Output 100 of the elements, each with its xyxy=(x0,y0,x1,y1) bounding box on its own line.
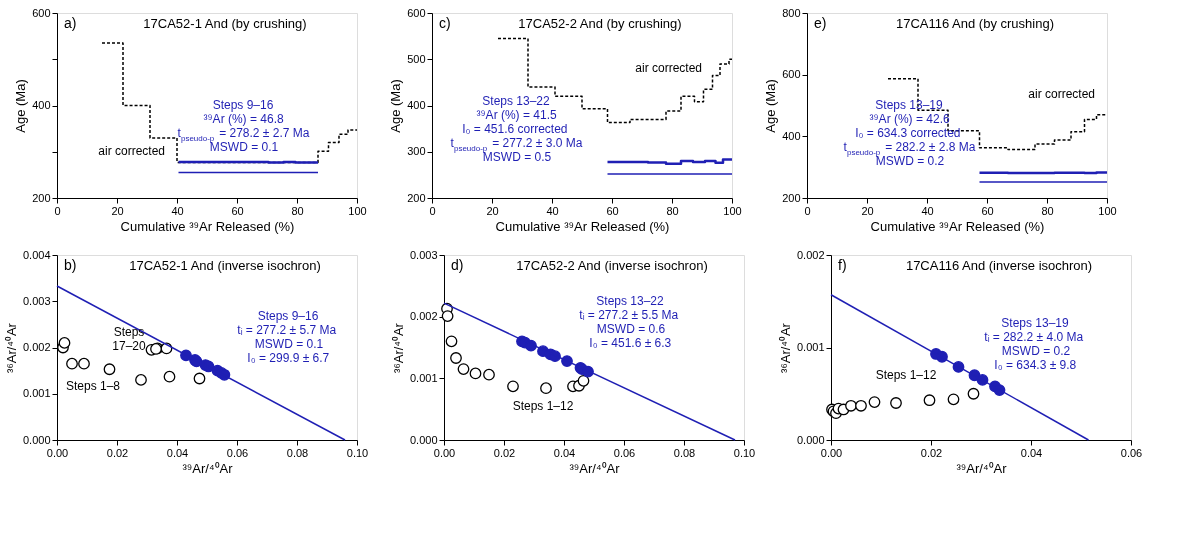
point xyxy=(507,380,519,393)
x-tick-label: 100 xyxy=(1098,204,1117,217)
x-tick-label: 0.10 xyxy=(733,446,756,459)
y-axis-title: ³⁶Ar/⁴⁰Ar xyxy=(390,322,406,373)
x-axis-title: Cumulative ³⁹Ar Released (%) xyxy=(120,218,295,234)
point xyxy=(540,382,552,395)
annotation: Steps 17–20 xyxy=(112,325,147,354)
y-tick-label: 200 xyxy=(32,191,51,204)
x-tick-label: 100 xyxy=(723,204,742,217)
chart-title: 17CA52-1 And (by crushing) xyxy=(143,16,307,31)
x-tick-label: 60 xyxy=(606,204,619,217)
x-tick-label: 0.06 xyxy=(226,446,249,459)
point xyxy=(163,370,176,383)
point xyxy=(450,352,462,364)
annotation: d) xyxy=(451,257,464,273)
y-tick-label: 0.003 xyxy=(409,248,438,261)
y-tick-label: 600 xyxy=(782,68,801,81)
x-tick-label: 0.04 xyxy=(166,446,189,459)
chart-title: 17CA52-2 And (by crushing) xyxy=(518,16,682,31)
point xyxy=(66,357,78,370)
point xyxy=(890,397,902,409)
x-tick-label: 80 xyxy=(291,204,304,217)
x-tick-label: 0.00 xyxy=(433,446,456,459)
x-axis-title: ³⁹Ar/⁴⁰Ar xyxy=(956,460,1008,476)
y-tick-label: 400 xyxy=(407,99,426,111)
chart-title: 17CA116 And (inverse isochron) xyxy=(905,258,1093,273)
point xyxy=(967,387,980,400)
x-tick-label: 0.02 xyxy=(106,446,129,459)
x-axis-title: ³⁹Ar/⁴⁰Ar xyxy=(182,460,234,476)
annotation: Steps 13–22 tᵢ = 277.2 ± 5.5 Ma MSWD = 0.6 I₀ = 451.6 ± 6.3 xyxy=(579,293,679,350)
point xyxy=(845,399,857,412)
x-tick-label: 0.08 xyxy=(673,446,696,459)
y-axis-title: Age (Ma) xyxy=(763,79,779,133)
x-axis-title: Cumulative ³⁹Ar Released (%) xyxy=(870,218,1045,234)
y-tick-label: 500 xyxy=(407,52,426,65)
y-axis-title: Age (Ma) xyxy=(13,79,29,133)
x-tick-label: 20 xyxy=(111,204,124,217)
annotation: f) xyxy=(838,257,847,273)
point xyxy=(868,396,881,408)
x-tick-label: 60 xyxy=(231,204,244,217)
chart-title: 17CA52-2 And (inverse isochron) xyxy=(516,258,708,273)
y-tick-label: 400 xyxy=(782,129,801,142)
x-tick-label: 40 xyxy=(546,204,559,217)
y-tick-label: 800 xyxy=(782,6,801,19)
point xyxy=(78,357,90,370)
y-tick-label: 0.001 xyxy=(409,371,438,384)
point xyxy=(441,310,454,322)
annotation: air corrected xyxy=(1028,86,1096,101)
y-tick-label: 0.003 xyxy=(22,294,51,307)
y-tick-label: 0.002 xyxy=(22,341,51,353)
point xyxy=(947,393,960,406)
y-tick-label: 0.002 xyxy=(796,248,825,261)
x-tick-label: 60 xyxy=(981,204,994,217)
annotation: air corrected xyxy=(635,60,703,75)
y-axis-title: Age (Ma) xyxy=(388,79,404,133)
y-axis-title: ³⁶Ar/⁴⁰Ar xyxy=(777,322,793,373)
annotation: a) xyxy=(64,15,77,31)
y-tick-label: 400 xyxy=(32,99,51,111)
point xyxy=(135,373,147,386)
x-tick-label: 0 xyxy=(804,204,811,217)
y-tick-label: 200 xyxy=(782,191,801,204)
point xyxy=(457,363,470,375)
x-tick-label: 20 xyxy=(861,204,874,217)
x-tick-label: 80 xyxy=(666,204,679,217)
y-tick-label: 0.001 xyxy=(796,341,825,353)
point xyxy=(103,363,116,376)
point xyxy=(193,372,206,385)
point xyxy=(445,335,458,348)
annotation: b) xyxy=(64,257,77,273)
point xyxy=(483,368,495,381)
annotation: e) xyxy=(814,15,827,31)
y-tick-label: 0.002 xyxy=(409,310,438,323)
y-tick-label: 0.000 xyxy=(22,433,51,446)
annotation: c) xyxy=(439,15,451,31)
point xyxy=(855,399,867,412)
y-tick-label: 600 xyxy=(407,6,426,19)
x-tick-label: 40 xyxy=(171,204,184,217)
annotation: Steps 1–8 xyxy=(65,378,121,393)
x-tick-label: 40 xyxy=(921,204,934,217)
x-tick-label: 0.06 xyxy=(613,446,636,459)
x-tick-label: 100 xyxy=(348,204,367,217)
x-tick-label: 0.04 xyxy=(1020,446,1043,459)
y-tick-label: 300 xyxy=(407,145,426,158)
annotation: Steps 9–16 tᵢ = 277.2 ± 5.7 Ma MSWD = 0.1 I₀ = 299.9 ± 6.7 xyxy=(237,308,337,365)
x-axis-title: ³⁹Ar/⁴⁰Ar xyxy=(569,460,621,476)
chart-title: 17CA52-1 And (inverse isochron) xyxy=(129,258,321,273)
point xyxy=(58,336,71,349)
x-tick-label: 0.00 xyxy=(820,446,843,459)
x-tick-label: 0.04 xyxy=(553,446,576,459)
y-tick-label: 600 xyxy=(32,6,51,19)
y-tick-label: 0.004 xyxy=(22,248,51,261)
y-tick-label: 200 xyxy=(407,191,426,204)
x-tick-label: 0 xyxy=(429,204,436,217)
point xyxy=(923,394,936,407)
x-tick-label: 0.08 xyxy=(286,446,309,459)
annotation: air corrected xyxy=(98,144,166,159)
chart-title: 17CA116 And (by crushing) xyxy=(895,16,1055,31)
point xyxy=(577,374,590,387)
point xyxy=(469,367,482,380)
x-tick-label: 80 xyxy=(1041,204,1054,217)
